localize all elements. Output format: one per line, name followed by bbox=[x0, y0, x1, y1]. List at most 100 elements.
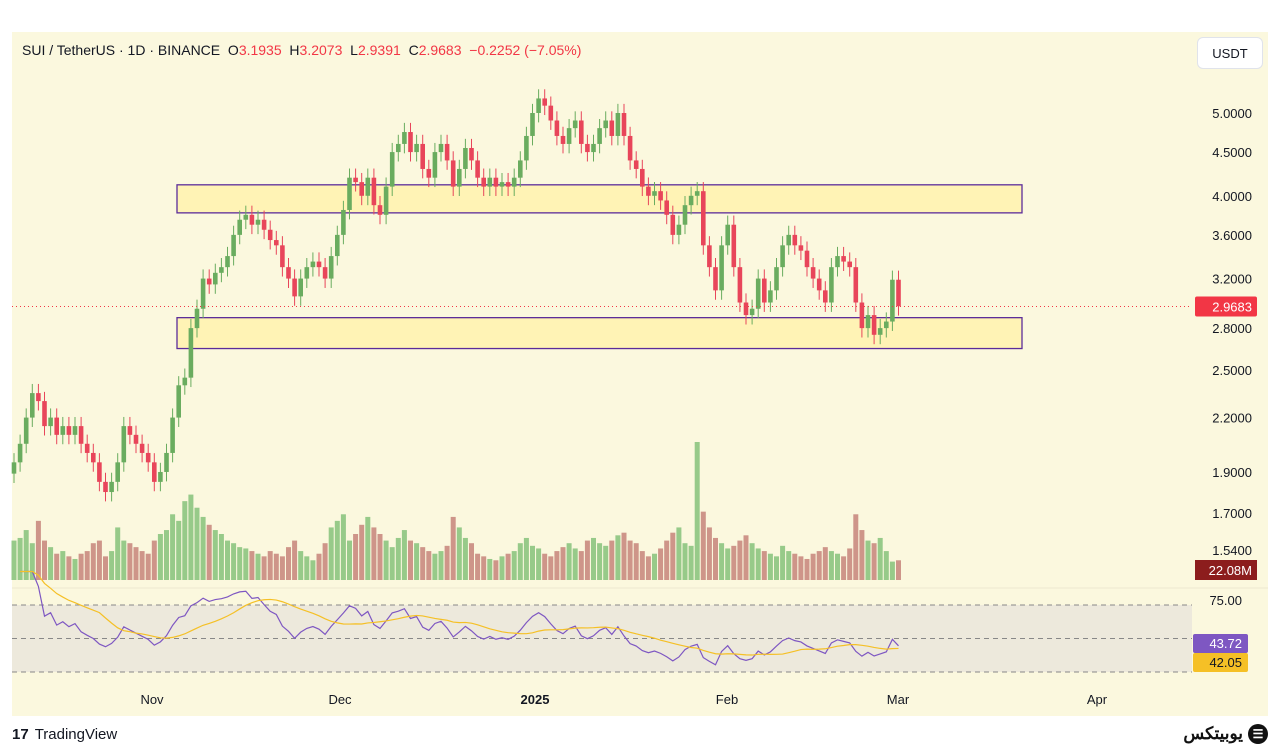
open-label: O bbox=[227, 42, 239, 58]
volume-bar bbox=[11, 540, 17, 580]
candle-body bbox=[194, 308, 200, 329]
close-label: C bbox=[408, 42, 419, 58]
volume-bar bbox=[749, 543, 755, 580]
candle-body bbox=[359, 182, 364, 196]
volume-bar bbox=[249, 551, 255, 580]
volume-bar bbox=[121, 540, 127, 580]
volume-bar bbox=[481, 556, 487, 580]
volume-bar bbox=[231, 543, 237, 580]
volume-bar bbox=[670, 532, 676, 580]
candle-body bbox=[426, 168, 432, 178]
candle-body bbox=[396, 143, 401, 153]
volume-bar bbox=[456, 527, 462, 580]
volume-bar bbox=[420, 547, 426, 580]
rsi-line bbox=[20, 570, 899, 666]
rsi-ma-label: 42.05 bbox=[1209, 655, 1242, 670]
tradingview-text: TradingView bbox=[34, 726, 118, 743]
candle-body bbox=[438, 143, 444, 153]
volume-bar bbox=[505, 553, 511, 580]
volume-bar bbox=[694, 442, 700, 580]
candle-body bbox=[694, 191, 700, 196]
candle-body bbox=[511, 177, 517, 187]
candle-body bbox=[84, 443, 90, 453]
rsi-ma-badge bbox=[1193, 653, 1248, 672]
price-tick-label: 3.2000 bbox=[1212, 272, 1252, 287]
candle-body bbox=[835, 256, 840, 268]
price-tick-label: 4.5000 bbox=[1212, 145, 1252, 160]
volume-bar bbox=[706, 527, 712, 580]
volume-bar bbox=[743, 535, 749, 580]
volume-bar bbox=[304, 556, 310, 580]
last-price-badge bbox=[1195, 296, 1257, 317]
volume-bar bbox=[17, 537, 23, 580]
candle-body bbox=[103, 481, 108, 493]
candle-body bbox=[267, 229, 273, 241]
candle-body bbox=[237, 219, 242, 235]
candle-body bbox=[23, 417, 29, 444]
candle-body bbox=[890, 279, 895, 322]
volume-bar bbox=[286, 547, 291, 580]
candle-body bbox=[591, 143, 596, 153]
candle-body bbox=[206, 278, 212, 285]
volume-bar bbox=[115, 527, 121, 580]
candle-body bbox=[847, 261, 852, 268]
tradingview-logo: 17 TradingView bbox=[12, 726, 117, 743]
volume-bar bbox=[29, 543, 35, 580]
support-resistance-zone bbox=[176, 317, 1023, 350]
volume-bar bbox=[139, 551, 145, 580]
low-value: 2.9391 bbox=[357, 42, 401, 58]
volume-bar bbox=[578, 551, 584, 580]
volume-bar bbox=[444, 545, 450, 580]
volume-bar bbox=[90, 543, 96, 580]
volume-bar bbox=[591, 537, 596, 580]
candle-body bbox=[877, 328, 883, 335]
candle-body bbox=[774, 267, 779, 291]
volume-bar bbox=[401, 530, 407, 580]
price-tick-label: 5.0000 bbox=[1212, 106, 1252, 121]
candle-body bbox=[353, 177, 358, 183]
volume-bar bbox=[322, 543, 328, 580]
volume-bar bbox=[170, 514, 176, 580]
candle-body bbox=[786, 234, 791, 246]
volume-bar bbox=[389, 547, 395, 580]
volume-bar bbox=[713, 537, 718, 580]
candle-body bbox=[652, 191, 657, 196]
candle-body bbox=[341, 209, 346, 235]
candle-body bbox=[664, 200, 669, 215]
candle-body bbox=[621, 113, 627, 136]
volume-bar bbox=[609, 540, 615, 580]
volume-bar bbox=[493, 560, 499, 580]
volume-bar bbox=[810, 553, 816, 580]
candle-body bbox=[518, 160, 523, 178]
currency-button[interactable]: USDT bbox=[1197, 37, 1263, 69]
candle-body bbox=[54, 417, 59, 435]
volume-bar bbox=[267, 551, 273, 580]
volume-bar bbox=[450, 516, 456, 580]
watermark-text: یوبیتکس bbox=[1183, 724, 1243, 743]
candle-body bbox=[627, 135, 633, 161]
volume-bar bbox=[371, 527, 377, 580]
volume-bar bbox=[792, 553, 798, 580]
candle-body bbox=[42, 401, 47, 427]
candle-body bbox=[585, 143, 590, 153]
candle-body bbox=[17, 443, 23, 463]
candle-body bbox=[170, 417, 175, 453]
price-tick-label: 2.5000 bbox=[1212, 363, 1252, 378]
change-value: −0.2252 (−7.05%) bbox=[469, 42, 582, 58]
candle-body bbox=[475, 160, 480, 178]
candle-body bbox=[310, 261, 316, 268]
volume-bar bbox=[84, 551, 90, 580]
volume-bar bbox=[835, 553, 840, 580]
volume-bar bbox=[273, 553, 279, 580]
candle-body bbox=[231, 234, 236, 257]
volume-bar bbox=[865, 540, 871, 580]
volume-bar bbox=[188, 494, 194, 580]
candle-body bbox=[109, 481, 114, 493]
volume-bar bbox=[597, 543, 603, 580]
volume-bar bbox=[658, 548, 664, 580]
volume-bar bbox=[23, 530, 29, 580]
candle-body bbox=[371, 177, 377, 206]
x-tick-label: Feb bbox=[716, 692, 738, 707]
rsi-value-badge bbox=[1193, 634, 1248, 653]
